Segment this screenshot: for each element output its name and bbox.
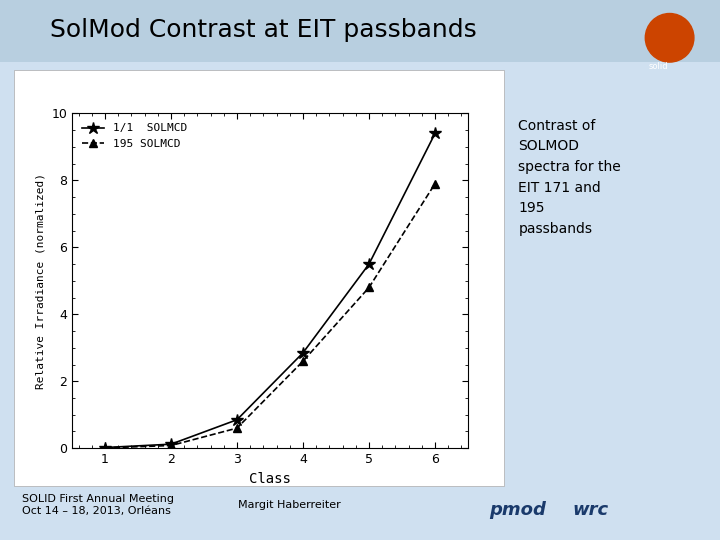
X-axis label: Class: Class bbox=[249, 471, 291, 485]
195 SOLMCD bbox=[431, 180, 439, 187]
Text: SOLID First Annual Meeting
Oct 14 – 18, 2013, Orléans: SOLID First Annual Meeting Oct 14 – 18, … bbox=[22, 494, 174, 516]
195 SOLMCD bbox=[365, 284, 374, 291]
Circle shape bbox=[645, 14, 694, 62]
Text: wrc: wrc bbox=[572, 501, 608, 519]
1/1  SOLMCD bbox=[167, 441, 176, 448]
1/1  SOLMCD bbox=[233, 416, 241, 423]
Y-axis label: Relative Irradiance (normalized): Relative Irradiance (normalized) bbox=[36, 173, 45, 389]
Line: 1/1  SOLMCD: 1/1 SOLMCD bbox=[99, 127, 441, 454]
Line: 195 SOLMCD: 195 SOLMCD bbox=[101, 179, 439, 452]
Text: Margit Haberreiter: Margit Haberreiter bbox=[238, 500, 341, 510]
195 SOLMCD bbox=[299, 358, 307, 365]
1/1  SOLMCD bbox=[365, 261, 374, 267]
195 SOLMCD bbox=[233, 425, 241, 431]
1/1  SOLMCD bbox=[299, 349, 307, 356]
195 SOLMCD bbox=[101, 444, 109, 451]
Text: SolMod Contrast at EIT passbands: SolMod Contrast at EIT passbands bbox=[50, 18, 477, 42]
Text: solid: solid bbox=[649, 62, 669, 71]
195 SOLMCD bbox=[167, 442, 176, 449]
1/1  SOLMCD bbox=[431, 130, 439, 137]
Text: Contrast of
SOLMOD
spectra for the
EIT 171 and
195
passbands: Contrast of SOLMOD spectra for the EIT 1… bbox=[518, 119, 621, 236]
Text: pmod: pmod bbox=[490, 501, 546, 519]
Legend: 1/1  SOLMCD, 195 SOLMCD: 1/1 SOLMCD, 195 SOLMCD bbox=[78, 119, 192, 153]
1/1  SOLMCD bbox=[101, 444, 109, 451]
